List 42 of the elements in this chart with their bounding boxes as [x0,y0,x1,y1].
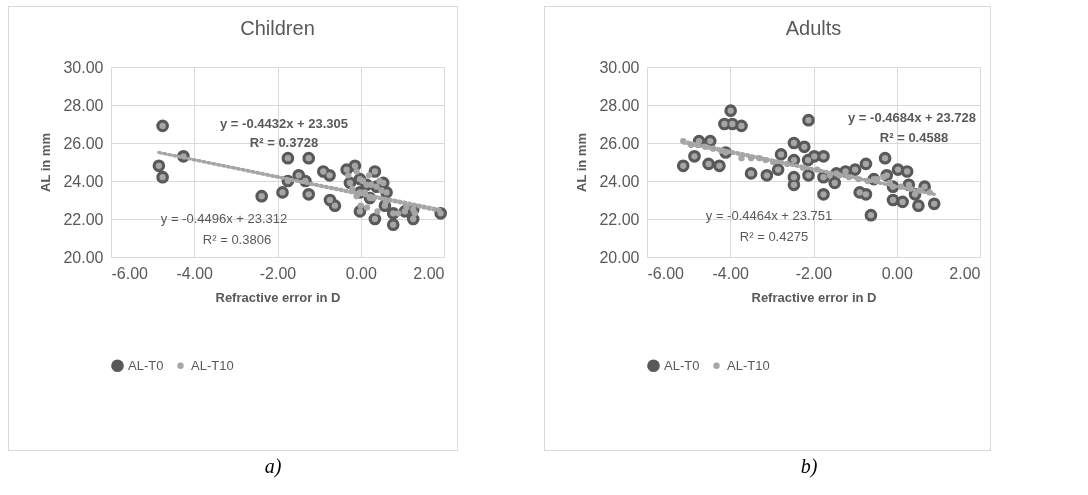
chart-title: Children [240,17,315,39]
annotation: y = -0.4432x + 23.305 [220,116,348,131]
x-tick-label: -4.00 [712,264,750,282]
y-tick-label: 20.00 [63,248,104,266]
x-tick-label: -2.00 [795,264,833,282]
y-tick-label: 30.00 [63,58,104,76]
x-axis-title: Refractive error in D [751,289,877,305]
text: a) [263,455,283,478]
annotation: R² = 0.4275 [739,229,809,244]
legend-label: AL-T10 [727,357,770,373]
legend-label: AL-T10 [191,357,234,373]
chart-title: Adults [785,17,842,39]
annotation: R² = 0.3806 [202,232,272,247]
y-axis-title: AL in mm [38,133,54,192]
annotation: y = -0.4684x + 23.728 [848,110,976,125]
y-tick-label: 20.00 [599,248,640,266]
y-tick-label: 28.00 [599,96,640,114]
y-tick-label: 24.00 [63,172,104,190]
y-tick-label: 22.00 [63,210,104,228]
y-tick-label: 22.00 [599,210,640,228]
y-tick-label: 28.00 [63,96,104,114]
text: b) [799,455,819,478]
y-tick-label: 26.00 [63,134,104,152]
x-tick-label: -6.00 [111,264,149,282]
y-tick-label: 30.00 [599,58,640,76]
annotation: y = -0.4496x + 23.312 [160,211,288,226]
x-tick-label: 2.00 [413,264,445,282]
y-axis-title: AL in mm [574,133,590,192]
x-tick-label: 2.00 [949,264,981,282]
legend-label: AL-T0 [664,357,700,373]
legend-label: AL-T0 [128,357,164,373]
x-tick-label: 0.00 [881,264,913,282]
annotation: R² = 0.3728 [249,135,319,150]
y-tick-label: 24.00 [599,172,640,190]
y-tick-label: 26.00 [599,134,640,152]
x-tick-label: -6.00 [647,264,685,282]
annotation: y = -0.4464x + 23.751 [705,208,833,223]
x-tick-label: -2.00 [259,264,297,282]
annotation: R² = 0.4588 [879,130,949,145]
x-axis-title: Refractive error in D [215,289,341,305]
x-tick-label: -4.00 [176,264,214,282]
x-tick-label: 0.00 [345,264,377,282]
